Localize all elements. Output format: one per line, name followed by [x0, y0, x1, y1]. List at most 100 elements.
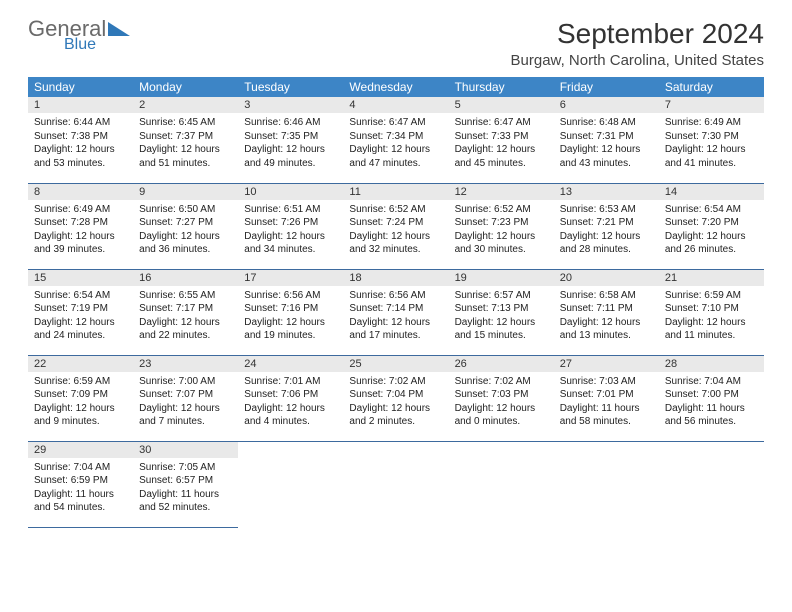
calendar-cell: 28Sunrise: 7:04 AMSunset: 7:00 PMDayligh…: [659, 355, 764, 441]
sunrise-text: Sunrise: 7:00 AM: [139, 375, 232, 389]
sunrise-text: Sunrise: 6:47 AM: [455, 116, 548, 130]
sunset-text: Sunset: 7:14 PM: [349, 302, 442, 316]
daylight-text: Daylight: 11 hours and 54 minutes.: [34, 488, 127, 515]
day-details: Sunrise: 6:57 AMSunset: 7:13 PMDaylight:…: [449, 286, 554, 347]
sunrise-text: Sunrise: 6:57 AM: [455, 289, 548, 303]
day-number: 7: [659, 97, 764, 113]
sunset-text: Sunset: 6:59 PM: [34, 474, 127, 488]
sunset-text: Sunset: 7:37 PM: [139, 130, 232, 144]
day-details: Sunrise: 7:05 AMSunset: 6:57 PMDaylight:…: [133, 458, 238, 519]
sunset-text: Sunset: 7:28 PM: [34, 216, 127, 230]
day-number: 12: [449, 184, 554, 200]
title-block: September 2024 Burgaw, North Carolina, U…: [511, 18, 764, 69]
sunset-text: Sunset: 7:20 PM: [665, 216, 758, 230]
calendar-cell: 29 Sunrise: 7:04 AMSunset: 6:59 PMDayligh…: [28, 441, 133, 527]
sunrise-text: Sunrise: 6:52 AM: [349, 203, 442, 217]
sunrise-text: Sunrise: 6:49 AM: [34, 203, 127, 217]
day-details: Sunrise: 6:50 AMSunset: 7:27 PMDaylight:…: [133, 200, 238, 261]
day-number: 16: [133, 270, 238, 286]
day-header: Monday: [133, 77, 238, 97]
sunset-text: Sunset: 7:01 PM: [560, 388, 653, 402]
sunset-text: Sunset: 7:19 PM: [34, 302, 127, 316]
day-number: 22: [28, 356, 133, 372]
location: Burgaw, North Carolina, United States: [511, 52, 764, 69]
day-number: 6: [554, 97, 659, 113]
daylight-text: Daylight: 12 hours and 17 minutes.: [349, 316, 442, 343]
calendar-cell: [554, 441, 659, 527]
daylight-text: Daylight: 12 hours and 7 minutes.: [139, 402, 232, 429]
day-number: 26: [449, 356, 554, 372]
day-details: Sunrise: 6:56 AMSunset: 7:16 PMDaylight:…: [238, 286, 343, 347]
calendar-cell: 1Sunrise: 6:44 AMSunset: 7:38 PMDaylight…: [28, 97, 133, 183]
calendar-cell: 2Sunrise: 6:45 AMSunset: 7:37 PMDaylight…: [133, 97, 238, 183]
day-number: 11: [343, 184, 448, 200]
calendar-cell: 7Sunrise: 6:49 AMSunset: 7:30 PMDaylight…: [659, 97, 764, 183]
sunset-text: Sunset: 7:24 PM: [349, 216, 442, 230]
sunrise-text: Sunrise: 6:46 AM: [244, 116, 337, 130]
sunrise-text: Sunrise: 6:56 AM: [244, 289, 337, 303]
calendar-cell: 23 Sunrise: 7:00 AMSunset: 7:07 PMDayligh…: [133, 355, 238, 441]
calendar-cell: [343, 441, 448, 527]
sunrise-text: Sunrise: 7:02 AM: [455, 375, 548, 389]
day-number: 3: [238, 97, 343, 113]
daylight-text: Daylight: 12 hours and 43 minutes.: [560, 143, 653, 170]
calendar-cell: [238, 441, 343, 527]
calendar-week-row: 8Sunrise: 6:49 AMSunset: 7:28 PMDaylight…: [28, 183, 764, 269]
day-details: Sunrise: 7:02 AMSunset: 7:04 PMDaylight:…: [343, 372, 448, 433]
sunset-text: Sunset: 7:06 PM: [244, 388, 337, 402]
calendar-cell: 4Sunrise: 6:47 AMSunset: 7:34 PMDaylight…: [343, 97, 448, 183]
day-header: Thursday: [449, 77, 554, 97]
sunset-text: Sunset: 7:07 PM: [139, 388, 232, 402]
day-number: 9: [133, 184, 238, 200]
daylight-text: Daylight: 12 hours and 22 minutes.: [139, 316, 232, 343]
daylight-text: Daylight: 12 hours and 28 minutes.: [560, 230, 653, 257]
daylight-text: Daylight: 12 hours and 45 minutes.: [455, 143, 548, 170]
day-details: Sunrise: 6:54 AMSunset: 7:19 PMDaylight:…: [28, 286, 133, 347]
calendar-cell: 13Sunrise: 6:53 AMSunset: 7:21 PMDayligh…: [554, 183, 659, 269]
sunrise-text: Sunrise: 7:03 AM: [560, 375, 653, 389]
day-number: 28: [659, 356, 764, 372]
day-number: 29: [28, 442, 133, 458]
daylight-text: Daylight: 12 hours and 24 minutes.: [34, 316, 127, 343]
day-number: 23: [133, 356, 238, 372]
day-number: 13: [554, 184, 659, 200]
calendar-week-row: 1Sunrise: 6:44 AMSunset: 7:38 PMDaylight…: [28, 97, 764, 183]
daylight-text: Daylight: 12 hours and 11 minutes.: [665, 316, 758, 343]
sunset-text: Sunset: 6:57 PM: [139, 474, 232, 488]
daylight-text: Daylight: 12 hours and 53 minutes.: [34, 143, 127, 170]
sunrise-text: Sunrise: 6:55 AM: [139, 289, 232, 303]
daylight-text: Daylight: 12 hours and 41 minutes.: [665, 143, 758, 170]
daylight-text: Daylight: 12 hours and 49 minutes.: [244, 143, 337, 170]
day-number: 25: [343, 356, 448, 372]
day-number: 5: [449, 97, 554, 113]
calendar-cell: 22Sunrise: 6:59 AMSunset: 7:09 PMDayligh…: [28, 355, 133, 441]
sunset-text: Sunset: 7:38 PM: [34, 130, 127, 144]
day-details: Sunrise: 6:47 AMSunset: 7:33 PMDaylight:…: [449, 113, 554, 174]
sunrise-text: Sunrise: 6:56 AM: [349, 289, 442, 303]
calendar-cell: 19Sunrise: 6:57 AMSunset: 7:13 PMDayligh…: [449, 269, 554, 355]
sunrise-text: Sunrise: 6:45 AM: [139, 116, 232, 130]
day-number: 1: [28, 97, 133, 113]
daylight-text: Daylight: 12 hours and 19 minutes.: [244, 316, 337, 343]
calendar-cell: 18Sunrise: 6:56 AMSunset: 7:14 PMDayligh…: [343, 269, 448, 355]
calendar-cell: 8Sunrise: 6:49 AMSunset: 7:28 PMDaylight…: [28, 183, 133, 269]
sunset-text: Sunset: 7:33 PM: [455, 130, 548, 144]
calendar-cell: 17Sunrise: 6:56 AMSunset: 7:16 PMDayligh…: [238, 269, 343, 355]
day-details: Sunrise: 7:04 AMSunset: 7:00 PMDaylight:…: [659, 372, 764, 433]
logo-triangle-icon: [108, 22, 130, 36]
calendar-cell: 9Sunrise: 6:50 AMSunset: 7:27 PMDaylight…: [133, 183, 238, 269]
sunrise-text: Sunrise: 7:04 AM: [34, 461, 127, 475]
daylight-text: Daylight: 12 hours and 0 minutes.: [455, 402, 548, 429]
day-details: Sunrise: 6:47 AMSunset: 7:34 PMDaylight:…: [343, 113, 448, 174]
day-details: Sunrise: 6:53 AMSunset: 7:21 PMDaylight:…: [554, 200, 659, 261]
sunrise-text: Sunrise: 6:47 AM: [349, 116, 442, 130]
daylight-text: Daylight: 12 hours and 32 minutes.: [349, 230, 442, 257]
day-number: 4: [343, 97, 448, 113]
daylight-text: Daylight: 11 hours and 58 minutes.: [560, 402, 653, 429]
daylight-text: Daylight: 12 hours and 2 minutes.: [349, 402, 442, 429]
sunset-text: Sunset: 7:31 PM: [560, 130, 653, 144]
day-details: Sunrise: 6:59 AMSunset: 7:10 PMDaylight:…: [659, 286, 764, 347]
sunset-text: Sunset: 7:21 PM: [560, 216, 653, 230]
day-header: Wednesday: [343, 77, 448, 97]
calendar-cell: 15Sunrise: 6:54 AMSunset: 7:19 PMDayligh…: [28, 269, 133, 355]
